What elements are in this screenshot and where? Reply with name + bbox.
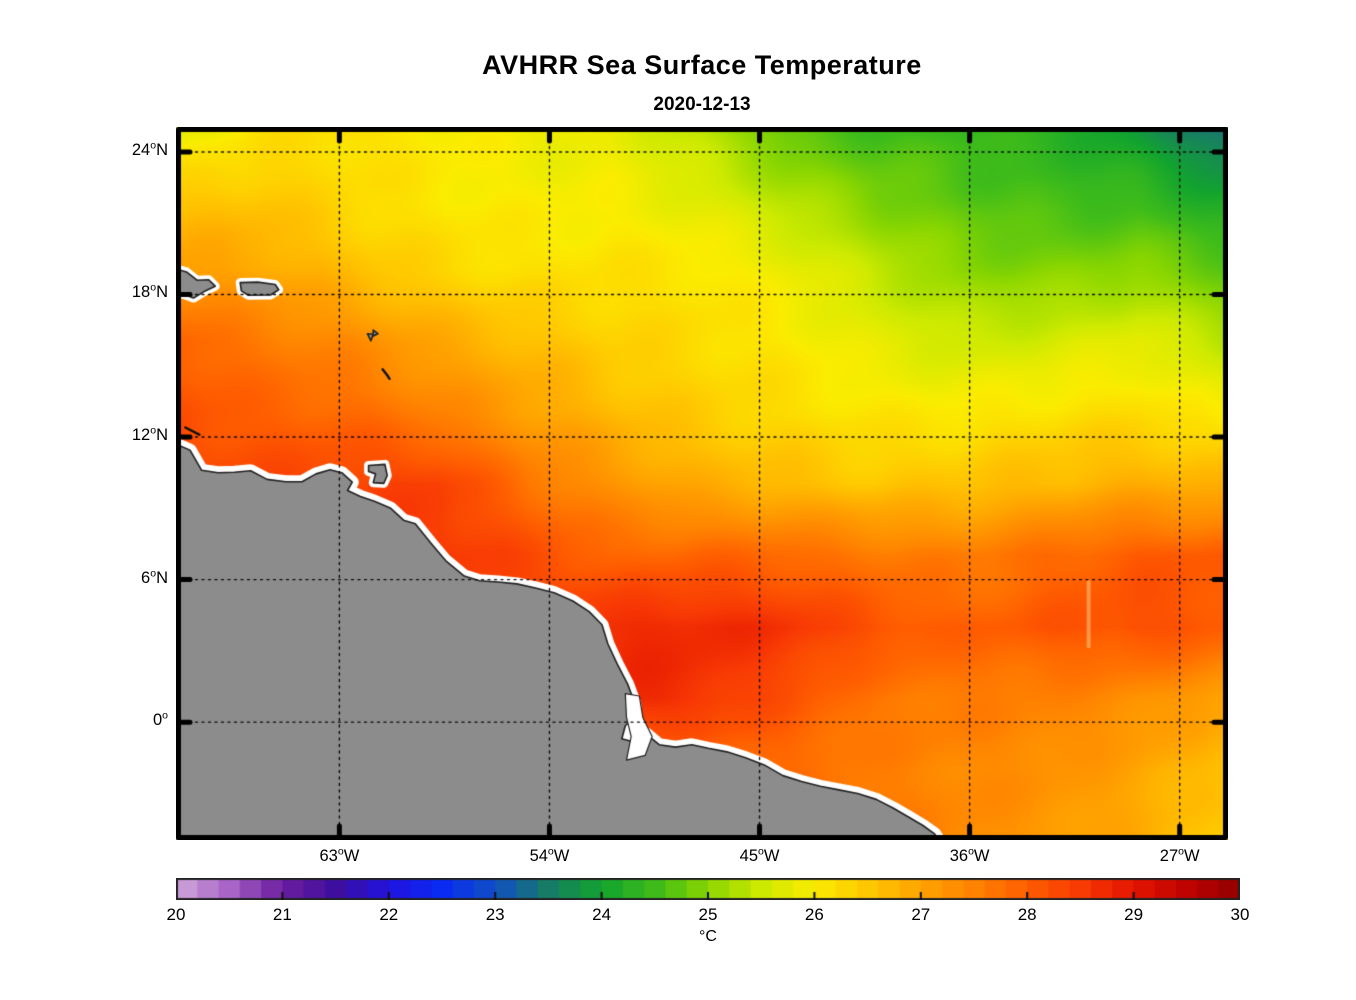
- lat-tick-label: 24oN: [131, 139, 168, 159]
- lat-tick-label: 6oN: [141, 567, 168, 587]
- colorbar-tick-label: 21: [272, 905, 292, 924]
- colorbar-tick-label: 27: [911, 905, 931, 924]
- lon-tick-label: 54oW: [529, 845, 570, 865]
- lon-tick-label: 45oW: [739, 845, 780, 865]
- chart-title: AVHRR Sea Surface Temperature: [482, 50, 922, 80]
- lat-tick-label: 12oN: [131, 424, 168, 445]
- sst-map-canvas: [176, 127, 1228, 840]
- colorbar-tick-label: 20: [166, 905, 186, 924]
- colorbar-unit-label: °C: [699, 928, 717, 945]
- chart-date: 2020-12-13: [653, 94, 751, 115]
- lat-tick-label: 0o: [152, 709, 168, 730]
- colorbar-tick-label: 23: [485, 905, 505, 924]
- map-plot-area: [176, 127, 1228, 840]
- lon-tick-label: 27oW: [1159, 845, 1200, 865]
- colorbar-canvas: [176, 878, 1240, 900]
- lon-tick-label: 63oW: [319, 845, 360, 865]
- colorbar-tick-label: 26: [804, 905, 824, 924]
- colorbar-tick-label: 22: [379, 905, 399, 924]
- lon-tick-label: 36oW: [949, 845, 990, 865]
- colorbar-tick-label: 29: [1124, 905, 1144, 924]
- colorbar-tick-label: 24: [592, 905, 612, 924]
- colorbar-tick-label: 30: [1230, 905, 1250, 924]
- colorbar-tick-label: 25: [698, 905, 718, 924]
- lat-tick-label: 18oN: [131, 281, 168, 302]
- colorbar-tick-label: 28: [1017, 905, 1037, 924]
